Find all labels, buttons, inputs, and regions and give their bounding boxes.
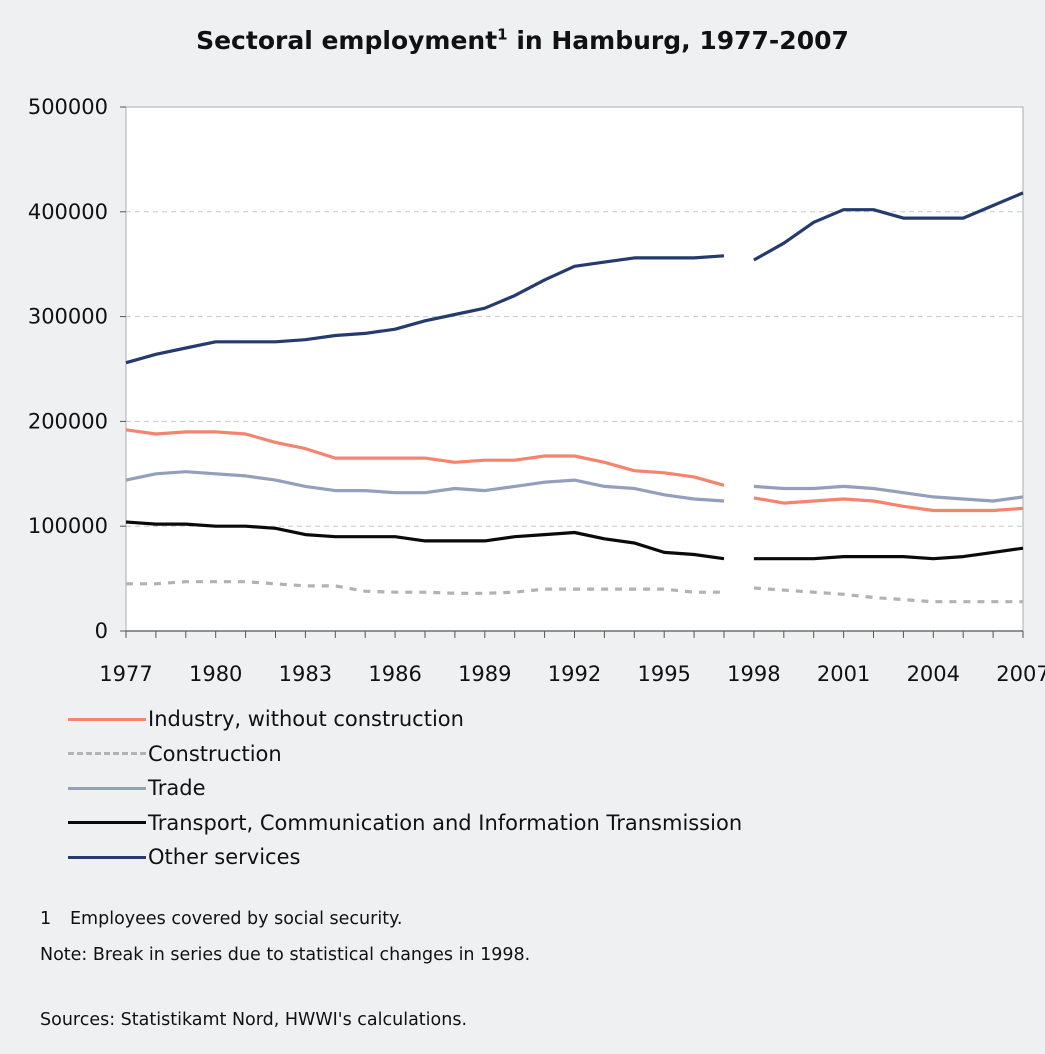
x-tick-label: 1989: [458, 662, 511, 686]
legend-item-transport: Transport, Communication and Information…: [68, 806, 742, 841]
x-tick-label: 1983: [279, 662, 332, 686]
legend-swatch-industry: [68, 717, 146, 721]
x-tick-label: 2007: [996, 662, 1045, 686]
series-line-other-services-before-break: [125, 254, 725, 365]
legend-label-trade: Trade: [148, 776, 206, 801]
chart-title-footnote-marker: 1: [497, 25, 508, 44]
legend-item-industry: Industry, without construction: [68, 702, 742, 737]
legend-item-construction: Construction: [68, 737, 742, 772]
footnote-text: Employees covered by social security.: [70, 909, 403, 929]
y-tick-label: 0: [95, 619, 108, 643]
x-tick-label: 2004: [907, 662, 960, 686]
y-tick-label: 400000: [28, 200, 108, 224]
y-tick-label: 100000: [28, 514, 108, 538]
series-line-construction-after-break: [753, 586, 1023, 604]
legend-label-industry: Industry, without construction: [148, 707, 464, 732]
legend: Industry, without construction Construct…: [68, 702, 742, 875]
x-tick-label: 2001: [817, 662, 870, 686]
break-note: Note: Break in series due to statistical…: [40, 945, 531, 965]
source-line: Sources: Statistikamt Nord, HWWI's calcu…: [40, 1010, 468, 1030]
x-tick-label: 1980: [189, 662, 242, 686]
x-tick-label: 1992: [548, 662, 601, 686]
series-line-other-services-after-break: [753, 191, 1024, 262]
line-chart: 0 100000 200000 300000 400000 500000 1977 1980 1…: [28, 95, 1045, 686]
footnote-number: 1: [40, 909, 52, 929]
plot-area: [125, 106, 1024, 632]
series-line-transport-before-break: [125, 520, 725, 561]
chart-title-suffix: in Hamburg, 1977-2007: [507, 26, 849, 55]
x-tick-label: 1986: [368, 662, 421, 686]
legend-item-other-services: Other services: [68, 840, 742, 875]
series-line-transport-after-break: [753, 546, 1024, 561]
y-tick-label: 200000: [28, 409, 108, 433]
series-line-construction-before-break: [126, 580, 724, 595]
chart-notes: 1 Employees covered by social security. N…: [40, 904, 530, 976]
y-tick-label: 500000: [28, 95, 108, 119]
x-tick-label: 1995: [637, 662, 690, 686]
legend-swatch-transport: [68, 821, 146, 825]
y-tick-label: 300000: [28, 305, 108, 329]
x-tick-label: 1998: [727, 662, 780, 686]
chart-title: Sectoral employment1 in Hamburg, 1977-20…: [0, 26, 1045, 55]
legend-swatch-other-services: [68, 855, 146, 859]
chart-title-text: Sectoral employment: [196, 26, 498, 55]
legend-label-transport: Transport, Communication and Information…: [148, 810, 743, 835]
series-line-industry-before-break: [125, 428, 725, 487]
legend-item-trade: Trade: [68, 771, 742, 806]
series-line-trade-before-break: [125, 470, 725, 503]
legend-label-other-services: Other services: [148, 845, 301, 870]
legend-label-construction: Construction: [148, 741, 282, 766]
legend-swatch-trade: [68, 786, 146, 790]
series-line-trade-after-break: [753, 484, 1024, 503]
legend-swatch-construction: [68, 752, 146, 756]
footnote: 1 Employees covered by social security.: [40, 904, 530, 940]
x-tick-label: 1977: [99, 662, 152, 686]
series-line-industry-after-break: [753, 496, 1024, 513]
